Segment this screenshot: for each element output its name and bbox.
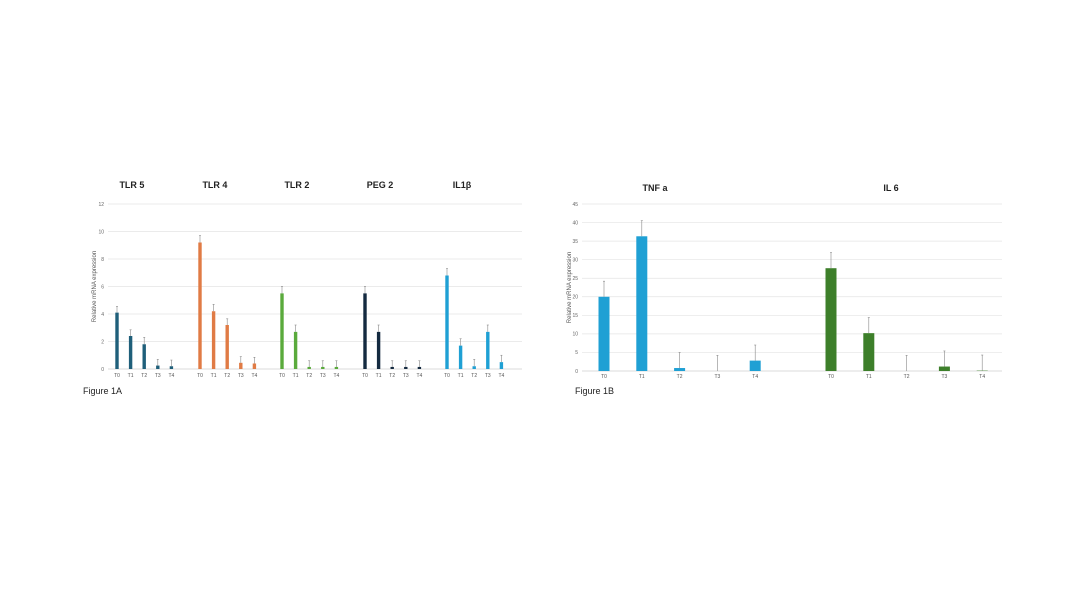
group-label: TLR 4 [202, 180, 227, 190]
y-tick-label: 8 [101, 257, 104, 263]
bar [598, 296, 610, 371]
bar [307, 366, 311, 369]
x-tick-label: T4 [416, 373, 422, 379]
x-tick-label: T0 [197, 373, 203, 379]
x-tick-label: T0 [279, 373, 285, 379]
x-tick-label: T1 [376, 373, 382, 379]
group-label: IL 6 [883, 183, 898, 193]
bar [499, 362, 504, 369]
bar [938, 366, 950, 371]
x-tick-label: T2 [306, 373, 312, 379]
bar [486, 331, 490, 369]
chart-figure-1a: 0 2 4 6 8 10 12 Relative mRNA expression TLR 5 T0… [80, 170, 530, 385]
x-tick-label: T1 [211, 373, 217, 379]
x-tick-label: T0 [114, 373, 120, 379]
group-label: TLR 5 [119, 180, 144, 190]
y-tick-label: 12 [98, 202, 104, 208]
x-tick-label: T0 [828, 374, 834, 380]
y-tick-label: 20 [572, 295, 578, 301]
y-tick-label: 15 [572, 313, 578, 319]
x-tick-label: T3 [941, 374, 947, 380]
x-tick-label: T3 [238, 373, 244, 379]
bar [252, 363, 257, 369]
bar [863, 333, 875, 371]
x-tick-label: T4 [498, 373, 504, 379]
y-tick-label: 4 [101, 312, 104, 318]
bar [169, 366, 174, 369]
y-tick-label: 45 [572, 202, 578, 208]
y-tick-label: 30 [572, 257, 578, 263]
x-tick-label: T1 [293, 373, 299, 379]
bar [198, 242, 202, 369]
bar [334, 366, 339, 369]
y-tick-label: 25 [572, 276, 578, 282]
bar [363, 293, 367, 369]
caption-figure-1a: Figure 1A [83, 386, 123, 396]
x-tick-label: T1 [128, 373, 134, 379]
bar [293, 331, 298, 369]
x-tick-label: T4 [251, 373, 257, 379]
bar [674, 368, 686, 371]
x-tick-label: T0 [444, 373, 450, 379]
x-tick-label: T2 [141, 373, 147, 379]
y-axis-label: Relative mRNA expression [92, 251, 98, 322]
x-tick-label: T0 [601, 374, 607, 380]
x-tick-label: T4 [979, 374, 985, 380]
x-tick-label: T2 [389, 373, 395, 379]
x-tick-label: T2 [677, 374, 683, 380]
x-tick-label: T4 [333, 373, 339, 379]
x-tick-label: T3 [320, 373, 326, 379]
bar [376, 331, 381, 369]
bar [115, 312, 119, 369]
bar [749, 360, 761, 371]
x-tick-label: T1 [458, 373, 464, 379]
x-tick-label: T1 [639, 374, 645, 380]
bar [142, 344, 146, 369]
bar [128, 336, 133, 369]
x-tick-label: T4 [168, 373, 174, 379]
x-tick-label: T2 [904, 374, 910, 380]
x-tick-label: T3 [403, 373, 409, 379]
y-tick-label: 10 [572, 332, 578, 338]
bar [458, 345, 463, 369]
bar [472, 366, 476, 369]
bar [321, 366, 325, 369]
group-label: PEG 2 [367, 180, 394, 190]
bar [225, 325, 229, 369]
bar [445, 275, 449, 369]
bar [825, 268, 837, 371]
x-tick-label: T1 [866, 374, 872, 380]
bar [239, 362, 243, 369]
bar [156, 365, 160, 369]
x-tick-label: T3 [155, 373, 161, 379]
bar [404, 366, 408, 369]
y-tick-label: 2 [101, 339, 104, 345]
y-tick-label: 0 [101, 367, 104, 373]
group-label: TNF a [642, 183, 668, 193]
y-tick-label: 6 [101, 284, 104, 290]
x-tick-label: T2 [224, 373, 230, 379]
x-tick-label: T0 [362, 373, 368, 379]
x-tick-label: T3 [485, 373, 491, 379]
chart-svg: 0 5 10 15 20 25 30 35 40 45 Relative mRNA expressi… [567, 183, 1002, 380]
x-tick-label: T3 [714, 374, 720, 380]
group-label: IL1β [453, 180, 472, 190]
y-tick-label: 40 [572, 220, 578, 226]
y-tick-label: 35 [572, 239, 578, 245]
bar [211, 311, 216, 369]
y-tick-label: 10 [98, 229, 104, 235]
bar [280, 293, 284, 369]
chart-figure-1b: 0 5 10 15 20 25 30 35 40 45 Relative mRNA expressi… [560, 178, 1010, 386]
y-tick-label: 5 [575, 350, 578, 356]
bar [417, 366, 422, 369]
caption-figure-1b: Figure 1B [575, 386, 615, 396]
x-tick-label: T4 [752, 374, 758, 380]
x-tick-label: T2 [471, 373, 477, 379]
group-label: TLR 2 [284, 180, 309, 190]
bar [390, 366, 394, 369]
chart-svg: 0 2 4 6 8 10 12 Relative mRNA expression TLR 5 T0… [92, 180, 522, 379]
y-axis-label: Relative mRNA expression [567, 252, 573, 323]
bar [636, 236, 648, 371]
y-tick-label: 0 [575, 369, 578, 375]
